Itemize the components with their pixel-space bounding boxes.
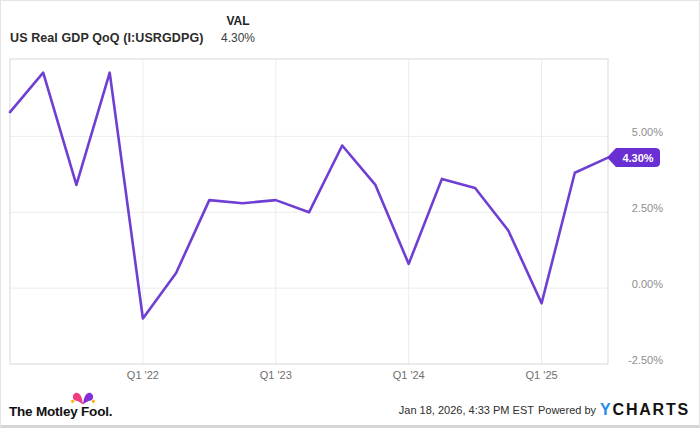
chart-attribution: Jan 18, 2026, 4:33 PM EST Powered by YCH… — [399, 400, 690, 420]
x-axis-label: Q1 '22 — [127, 369, 159, 381]
value-badge-label: 4.30% — [622, 152, 653, 164]
ycharts-logo-rest: CHARTS — [613, 401, 690, 419]
timestamp: Jan 18, 2026, 4:33 PM EST — [399, 404, 534, 416]
motley-fool-logo: The Motley Fool. — [9, 402, 112, 420]
y-axis-label: 2.50% — [632, 202, 663, 214]
ycharts-logo-y: Y — [600, 401, 612, 419]
brand-wordmark: The Motley Fool. — [9, 404, 112, 419]
gdp-line-chart[interactable]: 5.00% 2.50% 0.00% -2.50% Q1 '22 Q1 '23 Q1 '24 Q… — [1, 1, 700, 428]
jester-cap-icon — [70, 391, 96, 405]
chart-card: US Real GDP QoQ (I:USRGDPG) VAL 4.30% 5.… — [0, 0, 700, 428]
y-axis-label: -2.50% — [628, 354, 663, 366]
ycharts-logo: YCHARTS — [600, 401, 690, 419]
x-axis-label: Q1 '25 — [526, 369, 558, 381]
x-axis-label: Q1 '23 — [260, 369, 292, 381]
y-axis-label: 0.00% — [632, 278, 663, 290]
powered-by-label: Powered by — [538, 404, 596, 416]
gdp-line — [10, 73, 608, 319]
x-axis-label: Q1 '24 — [393, 369, 425, 381]
y-axis-label: 5.00% — [632, 126, 663, 138]
